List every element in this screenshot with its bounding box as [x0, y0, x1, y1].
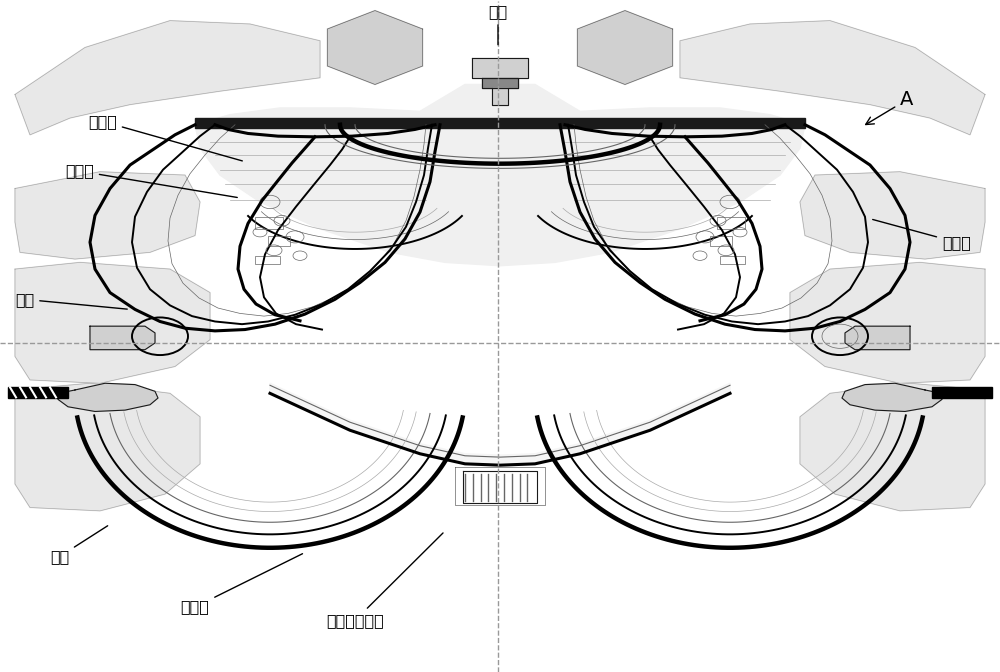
Text: 翻边: 翻边: [488, 4, 508, 45]
Polygon shape: [680, 21, 985, 135]
Text: 上整形: 上整形: [88, 114, 242, 161]
Polygon shape: [195, 118, 805, 128]
Text: 修边: 修边: [50, 526, 108, 564]
Polygon shape: [15, 383, 200, 511]
Bar: [710, 236, 732, 245]
Bar: [720, 255, 745, 263]
Polygon shape: [800, 383, 985, 511]
Polygon shape: [482, 78, 518, 88]
Polygon shape: [90, 326, 155, 349]
Bar: [255, 217, 283, 229]
Bar: [268, 236, 290, 245]
Polygon shape: [195, 85, 805, 265]
Text: 侧冲孔: 侧冲孔: [873, 220, 971, 250]
Text: 下整形: 下整形: [65, 163, 237, 198]
Polygon shape: [270, 383, 730, 465]
Polygon shape: [845, 326, 910, 349]
Polygon shape: [15, 172, 200, 259]
Polygon shape: [492, 88, 508, 105]
Polygon shape: [58, 383, 158, 411]
Polygon shape: [842, 383, 942, 411]
Polygon shape: [932, 386, 992, 398]
Text: 拖料芯分模线: 拖料芯分模线: [326, 533, 443, 628]
Polygon shape: [15, 262, 210, 383]
Polygon shape: [15, 21, 320, 135]
Text: 冲孔: 冲孔: [15, 292, 127, 309]
Bar: [255, 255, 280, 263]
Polygon shape: [472, 58, 528, 78]
Polygon shape: [800, 172, 985, 259]
Bar: [717, 217, 745, 229]
Text: 下整形: 下整形: [181, 554, 303, 614]
Polygon shape: [327, 11, 423, 85]
Polygon shape: [790, 262, 985, 383]
Polygon shape: [8, 386, 68, 398]
Polygon shape: [577, 11, 673, 85]
Text: A: A: [866, 91, 913, 124]
